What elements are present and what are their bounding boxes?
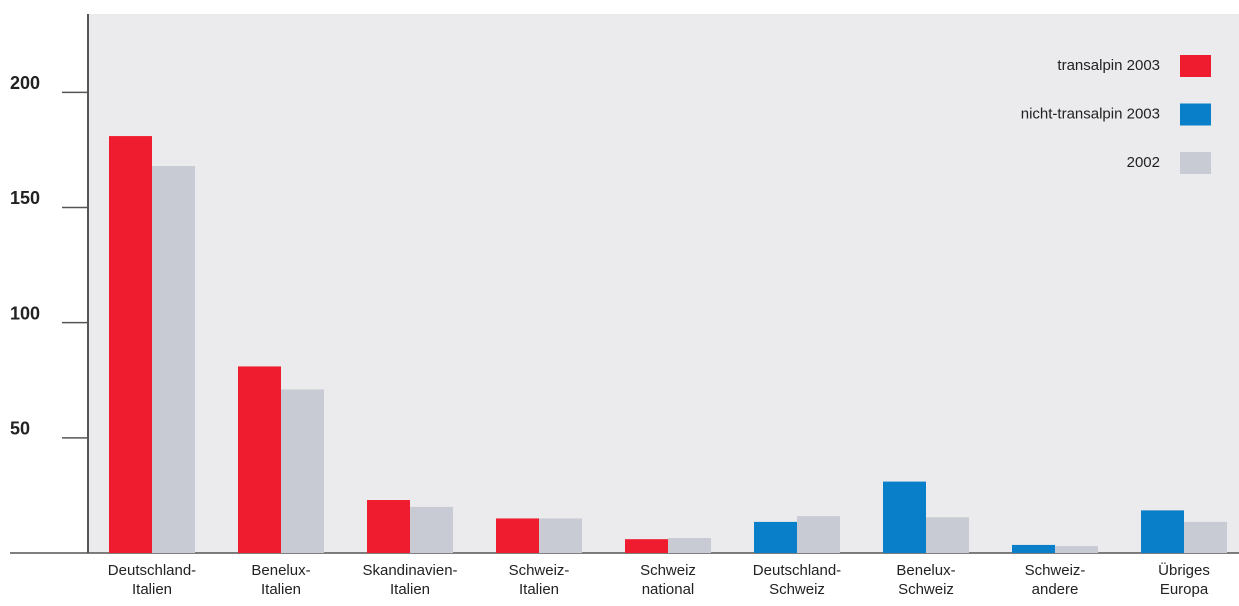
- x-tick-label: Benelux- Italien: [251, 562, 311, 598]
- bar: [410, 506, 453, 553]
- legend-label: nicht-transalpin 2003: [1021, 105, 1160, 122]
- x-tick-label: Deutschland- Italien: [107, 562, 197, 598]
- legend-swatch: [1180, 103, 1211, 126]
- x-tick-label: Schweiz national: [640, 562, 696, 598]
- bar: [926, 517, 969, 553]
- bar: [367, 500, 410, 553]
- bar: [883, 481, 926, 553]
- x-tick-label: Übriges Europa: [1158, 562, 1210, 598]
- bar: [797, 516, 840, 553]
- bar: [1012, 544, 1055, 553]
- x-tick-label: Schweiz- andere: [1024, 562, 1086, 598]
- bar: [754, 521, 797, 553]
- bar: [539, 518, 582, 553]
- bar: [281, 389, 324, 553]
- bar: [1141, 510, 1184, 553]
- bar: [109, 136, 152, 554]
- bar: [496, 518, 539, 553]
- y-tick-label: 200: [10, 73, 40, 93]
- bar: [238, 366, 281, 553]
- legend-label: 2002: [1127, 154, 1160, 171]
- y-tick-label: 100: [10, 303, 40, 323]
- bar: [1055, 546, 1098, 553]
- legend-swatch: [1180, 55, 1211, 77]
- y-tick-label: 150: [10, 188, 40, 208]
- x-tick-label: Benelux- Schweiz: [896, 562, 956, 598]
- bar: [668, 538, 711, 553]
- bar: [152, 166, 195, 553]
- bar: [625, 539, 668, 553]
- bar: [1184, 521, 1227, 553]
- legend-swatch: [1180, 152, 1211, 174]
- x-tick-label: Schweiz- Italien: [508, 562, 570, 598]
- x-tick-label: Skandinavien- Italien: [362, 562, 458, 598]
- x-tick-label: Deutschland- Schweiz: [752, 562, 842, 598]
- legend-label: transalpin 2003: [1057, 57, 1160, 74]
- y-tick-label: 50: [10, 419, 30, 439]
